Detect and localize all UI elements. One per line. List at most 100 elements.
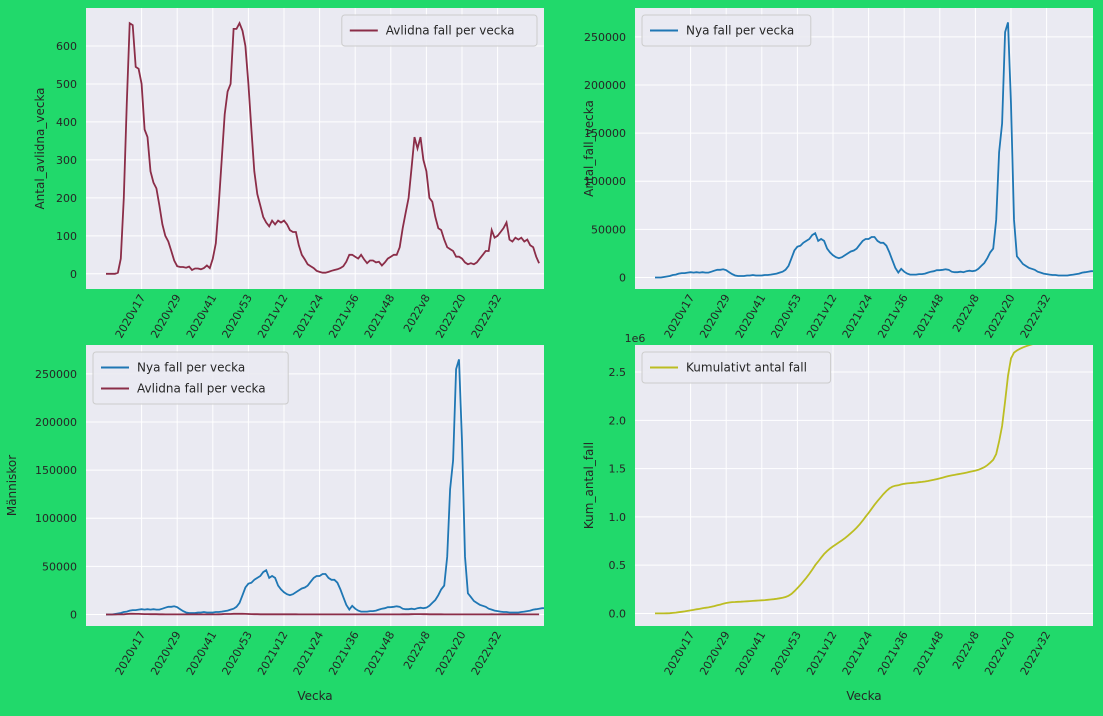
x-tick-label: 2020v41 <box>184 292 220 341</box>
x-tick-label: 2020v29 <box>148 292 184 341</box>
legend-label: Nya fall per vecka <box>686 24 794 38</box>
y-tick-label: 150000 <box>35 464 77 477</box>
x-axis-label: Vecka <box>846 689 881 703</box>
series-line-avlidna-fall-per-vecka <box>106 612 540 616</box>
y-tick-label: 2.5 <box>609 366 627 379</box>
x-tick-label: 2021v48 <box>362 629 398 678</box>
x-tick-label: 2021v24 <box>291 292 327 341</box>
x-tick-label: 2020v53 <box>768 629 804 678</box>
y-tick-label: 100 <box>56 230 77 243</box>
x-tick-label: 2021v24 <box>291 629 327 678</box>
series-line-avlidna-fall-per-vecka <box>106 21 540 275</box>
x-tick-label: 2021v36 <box>875 292 911 341</box>
x-tick-label: 2020v41 <box>733 629 769 678</box>
y-tick-label: 100000 <box>35 512 77 525</box>
x-tick-label: 2022v8 <box>401 292 433 334</box>
legend-label: Nya fall per vecka <box>137 361 245 375</box>
series-line-nya-fall-per-vecka <box>655 22 1093 279</box>
x-tick-label: 2022v8 <box>401 629 433 671</box>
legend: Kumulativt antal fall <box>641 351 832 384</box>
legend-box <box>641 351 832 384</box>
y-tick-label: 500 <box>56 78 77 91</box>
y-tick-label: 250000 <box>584 31 626 44</box>
y-tick-label: 0.5 <box>609 559 627 572</box>
x-tick-label: 2021v12 <box>804 292 840 341</box>
x-tick-label: 2020v29 <box>697 629 733 678</box>
x-tick-label: 2022v32 <box>469 292 505 341</box>
x-tick-label: 2021v24 <box>840 629 876 678</box>
x-tick-label: 2020v17 <box>662 292 698 341</box>
series-line-nya-fall-per-vecka <box>106 359 544 616</box>
x-axis-label: Vecka <box>297 689 332 703</box>
y-axis-label: Antal_fall_vecka <box>582 100 596 197</box>
x-tick-label: 2020v17 <box>662 629 698 678</box>
x-tick-label: 2020v41 <box>733 292 769 341</box>
legend-label: Kumulativt antal fall <box>686 361 807 375</box>
y-tick-label: 0 <box>619 271 626 284</box>
y-tick-label: 0 <box>70 608 77 621</box>
y-tick-label: 400 <box>56 116 77 129</box>
x-tick-label: 2020v41 <box>184 629 220 678</box>
y-tick-label: 600 <box>56 40 77 53</box>
plot-area <box>86 8 544 289</box>
x-tick-label: 2021v36 <box>326 292 362 341</box>
y-axis-label: Kum_antal_fall <box>582 442 596 529</box>
y-tick-label: 100000 <box>584 175 626 188</box>
x-tick-label: 2022v20 <box>982 629 1018 678</box>
plot-area <box>635 345 1093 626</box>
x-tick-label: 2022v20 <box>433 629 469 678</box>
x-tick-label: 2020v17 <box>113 629 149 678</box>
x-tick-label: 2021v48 <box>911 629 947 678</box>
y-tick-label: 1.5 <box>609 463 627 476</box>
legend-box <box>341 14 538 47</box>
y-axis-label: Människor <box>5 455 19 516</box>
x-tick-label: 2020v29 <box>697 292 733 341</box>
x-tick-label: 2022v32 <box>469 629 505 678</box>
offset-label: 1e6 <box>625 332 646 345</box>
x-tick-label: 2022v32 <box>1018 629 1054 678</box>
chart-panel-3: 2020v17 2020v29 2020v41 2020v53 2021v12 2021v… <box>5 345 544 703</box>
y-tick-label: 200000 <box>35 416 77 429</box>
x-tick-label: 2020v29 <box>148 629 184 678</box>
y-tick-label: 1.0 <box>609 511 627 524</box>
y-tick-label: 300 <box>56 154 77 167</box>
y-tick-label: 200 <box>56 192 77 205</box>
x-tick-label: 2022v20 <box>433 292 469 341</box>
x-tick-label: 2022v8 <box>950 292 982 334</box>
x-tick-label: 2021v12 <box>804 629 840 678</box>
y-tick-label: 0.0 <box>609 607 627 620</box>
y-tick-label: 0 <box>70 268 77 281</box>
x-tick-label: 2021v12 <box>255 292 291 341</box>
y-tick-label: 150000 <box>584 127 626 140</box>
y-tick-label: 2.0 <box>609 414 627 427</box>
x-tick-label: 2020v17 <box>113 292 149 341</box>
y-tick-label: 250000 <box>35 368 77 381</box>
x-tick-label: 2022v32 <box>1018 292 1054 341</box>
x-tick-label: 2020v53 <box>768 292 804 341</box>
y-tick-label: 50000 <box>42 560 77 573</box>
x-tick-label: 2020v53 <box>219 292 255 341</box>
x-tick-label: 2020v53 <box>219 629 255 678</box>
x-tick-label: 2021v24 <box>840 292 876 341</box>
legend: Avlidna fall per vecka <box>341 14 538 47</box>
legend-label: Avlidna fall per vecka <box>137 382 266 396</box>
y-tick-label: 50000 <box>591 223 626 236</box>
x-tick-label: 2021v12 <box>255 629 291 678</box>
plot-area <box>635 8 1093 289</box>
chart-panel-1: 2020v17 2020v29 2020v41 2020v53 2021v12 2021v… <box>33 8 544 341</box>
legend-box <box>92 351 289 405</box>
y-axis-label: Antal_avlidna_vecka <box>33 87 47 209</box>
x-tick-label: 2021v36 <box>326 629 362 678</box>
chart-panel-4: 2020v17 2020v29 2020v41 2020v53 2021v12 2021v… <box>582 332 1093 703</box>
legend-box <box>641 14 812 47</box>
series-line-kumulativt-antal-fall <box>655 345 1034 615</box>
x-tick-label: 2021v36 <box>875 629 911 678</box>
legend-label: Avlidna fall per vecka <box>386 24 515 38</box>
x-tick-label: 2021v48 <box>362 292 398 341</box>
legend: Nya fall per vecka <box>641 14 812 47</box>
x-tick-label: 2021v48 <box>911 292 947 341</box>
y-tick-label: 200000 <box>584 79 626 92</box>
x-tick-label: 2022v8 <box>950 629 982 671</box>
